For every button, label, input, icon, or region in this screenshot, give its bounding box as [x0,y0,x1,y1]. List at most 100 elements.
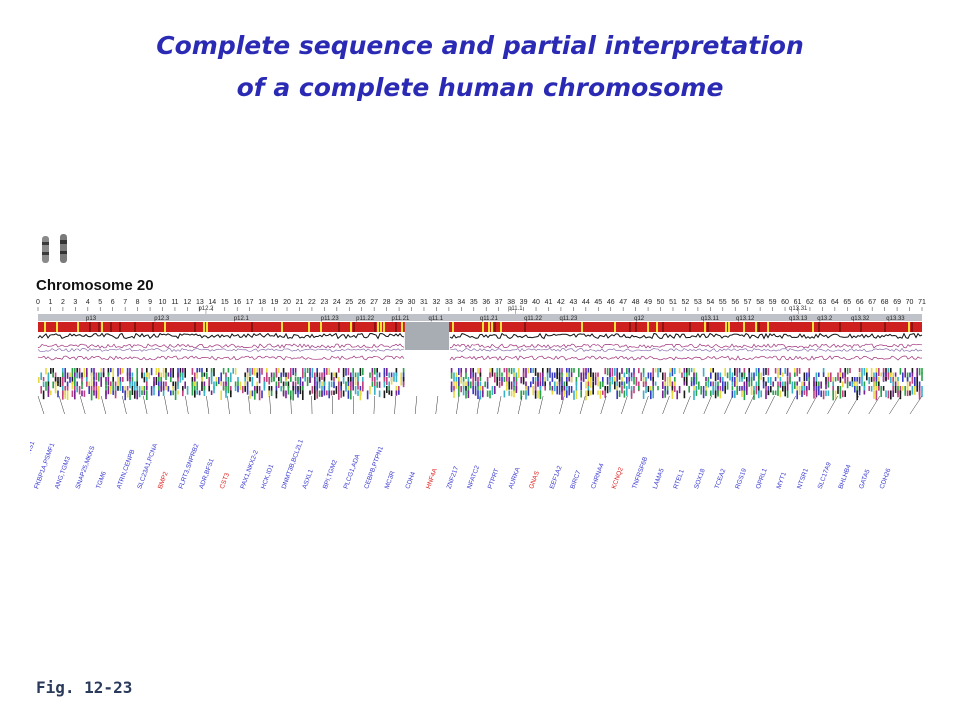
feature-track-mark [508,390,510,396]
feature-track-mark [782,381,784,388]
gene-connector [79,395,86,415]
gene-connector [909,395,923,415]
feature-track-mark [705,377,707,382]
feature-track-mark [890,372,892,378]
feature-track-mark [710,390,712,397]
feature-track-mark [741,386,743,391]
feature-track-mark [570,368,573,373]
feature-track-mark [54,377,57,384]
gene-connector [435,395,439,415]
feature-track-mark [518,368,520,378]
feature-track-mark [90,390,93,401]
gc-dark-stripe [89,322,91,332]
gene-connector [121,395,127,415]
feature-track-mark [890,377,892,383]
feature-track-mark [134,390,136,399]
feature-track-mark [678,368,681,374]
feature-track-mark [714,390,717,399]
feature-track-mark [350,390,352,400]
feature-track-mark [842,372,844,379]
feature-track-mark [477,368,479,374]
feature-track-mark [784,368,786,374]
feature-track-mark [285,390,287,399]
feature-track-mark [62,390,64,400]
gc-yellow-stripe [488,322,490,332]
figure-number: Fig. 12-23 [36,678,133,697]
feature-track-mark [232,368,234,374]
gene-label: NFATC2 [466,464,481,490]
feature-track-mark [546,368,549,374]
feature-track-mark [587,386,590,392]
feature-track-mark [78,372,81,379]
feature-track-mark [326,368,328,375]
megabase-tick-label: 10 [159,299,167,306]
feature-track-mark [496,368,498,374]
feature-track-mark [302,372,304,379]
feature-track-mark [909,390,911,396]
megabase-tick-label: 47 [619,299,627,306]
feature-track-mark [890,390,892,400]
feature-track-mark [398,390,400,395]
gene-label: NTSR1 [796,467,810,490]
gc-dark-stripe [818,322,820,332]
feature-track-mark [558,386,561,395]
feature-track-mark [705,381,707,388]
feature-track-mark [834,377,837,382]
feature-track-mark [287,386,290,395]
feature-track-mark [693,377,695,385]
feature-track-mark [378,381,381,388]
gc-yellow-stripe [704,322,706,332]
feature-track-mark [328,381,330,391]
feature-track-mark [621,386,623,394]
feature-track-mark [614,381,616,390]
feature-track-mark [450,381,453,391]
feature-track-mark [50,368,52,374]
feature-track-mark [887,372,890,380]
feature-track-mark [779,381,782,388]
feature-track-mark [808,372,810,380]
gene-label: ZNF217 [446,465,461,490]
feature-track-mark [294,372,297,377]
feature-track-mark [875,390,878,401]
feature-track-mark [882,368,885,374]
feature-track-mark [796,368,798,377]
feature-track-mark [146,386,148,391]
gc-dark-stripe [911,322,913,332]
feature-track-mark [729,372,731,381]
gene-connector [868,395,881,415]
feature-track-mark [81,372,83,379]
feature-track-mark [230,372,232,383]
feature-track-mark [633,377,635,385]
feature-track-mark [282,368,285,376]
feature-track-mark [522,390,525,395]
feature-track-mark [174,390,177,401]
feature-track-mark [556,381,558,387]
feature-track-mark [388,390,390,395]
feature-track-mark [386,377,388,385]
feature-track-mark [362,368,364,376]
feature-track-mark [458,381,460,390]
gc-yellow-stripe [164,322,166,332]
feature-track-mark [599,390,602,399]
feature-track-mark [66,386,69,391]
feature-track-mark [702,390,705,399]
feature-track-mark [858,372,861,381]
feature-track-mark [486,381,489,389]
feature-track-mark [107,386,110,395]
feature-track-mark [880,390,882,398]
feature-track-mark [604,368,606,375]
feature-track-mark [863,390,866,395]
feature-track-mark [182,372,184,381]
megabase-tick-label: 64 [831,299,839,306]
feature-track-mark [765,381,767,387]
feature-track-mark [714,372,717,382]
feature-track-mark [539,381,542,389]
feature-track-mark [278,368,280,374]
feature-track-mark [762,377,765,383]
feature-track-mark [878,381,880,391]
feature-track-mark [671,381,674,389]
feature-track-mark [551,386,554,392]
feature-track-mark [45,368,47,375]
gene-connector [164,395,168,415]
feature-track-mark [282,381,285,388]
